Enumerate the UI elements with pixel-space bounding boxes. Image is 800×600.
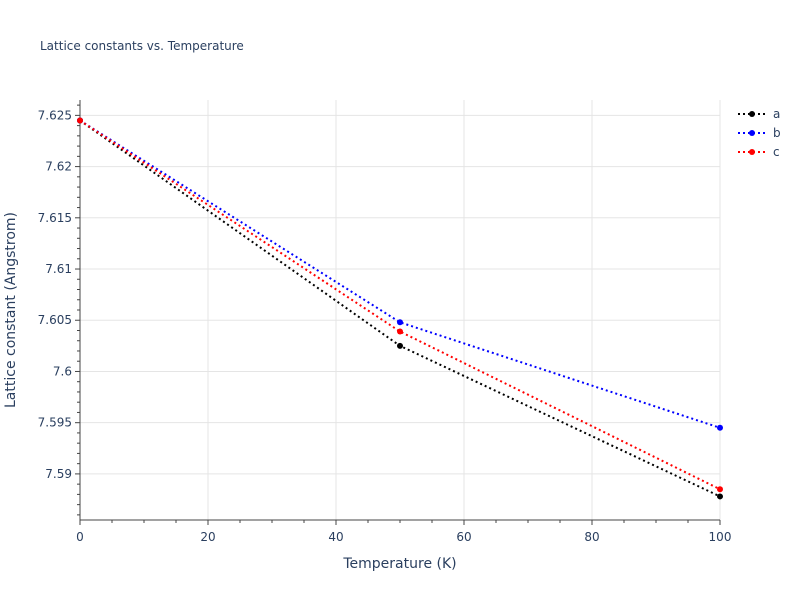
legend-swatch-marker (749, 111, 755, 117)
axes (75, 100, 721, 525)
y-axis-title: Lattice constant (Angstrom) (3, 212, 19, 408)
x-tick-label: 0 (76, 530, 84, 544)
grid-lines (79, 100, 721, 520)
legend-label: c (773, 145, 780, 159)
legend-item-a[interactable]: a (738, 107, 780, 121)
y-tick-label: 7.6 (53, 364, 72, 378)
series-b (77, 117, 723, 431)
y-tick-label: 7.61 (45, 262, 72, 276)
legend-label: a (773, 107, 780, 121)
legend-item-b[interactable]: b (738, 126, 781, 140)
data-point-a (397, 342, 403, 349)
series-line-c (79, 119, 721, 491)
legend-swatch-marker (749, 130, 755, 136)
x-tick-label: 100 (709, 530, 732, 544)
y-tick-label: 7.59 (45, 467, 72, 481)
tick-labels: 0 20 40 60 80 100 7.59 7.595 7.6 7.605 7.61 7.615 7.… (38, 108, 732, 544)
data-point-b (397, 319, 403, 326)
data-point-c (77, 117, 83, 124)
data-point-c (717, 486, 723, 493)
legend-item-c[interactable]: c (738, 145, 780, 159)
data-point-c (397, 328, 403, 335)
series-line-b (79, 119, 721, 429)
y-tick-label: 7.625 (38, 108, 72, 122)
chart-title: Lattice constants vs. Temperature (40, 39, 244, 53)
y-tick-label: 7.595 (38, 416, 72, 430)
x-tick-label: 60 (456, 530, 471, 544)
y-tick-label: 7.615 (38, 211, 72, 225)
y-tick-label: 7.605 (38, 313, 72, 327)
legend-swatch-marker (749, 149, 755, 155)
data-point-a (717, 493, 723, 500)
y-tick-label: 7.62 (45, 160, 72, 174)
x-tick-label: 80 (584, 530, 599, 544)
series-lines (77, 117, 723, 500)
x-tick-label: 40 (328, 530, 343, 544)
series-line-a (79, 119, 721, 498)
legend-label: b (773, 126, 781, 140)
x-axis-title: Temperature (K) (342, 556, 456, 572)
legend[interactable]: abc (738, 107, 781, 159)
data-point-b (717, 424, 723, 431)
series-c (77, 117, 723, 493)
x-tick-label: 20 (200, 530, 215, 544)
